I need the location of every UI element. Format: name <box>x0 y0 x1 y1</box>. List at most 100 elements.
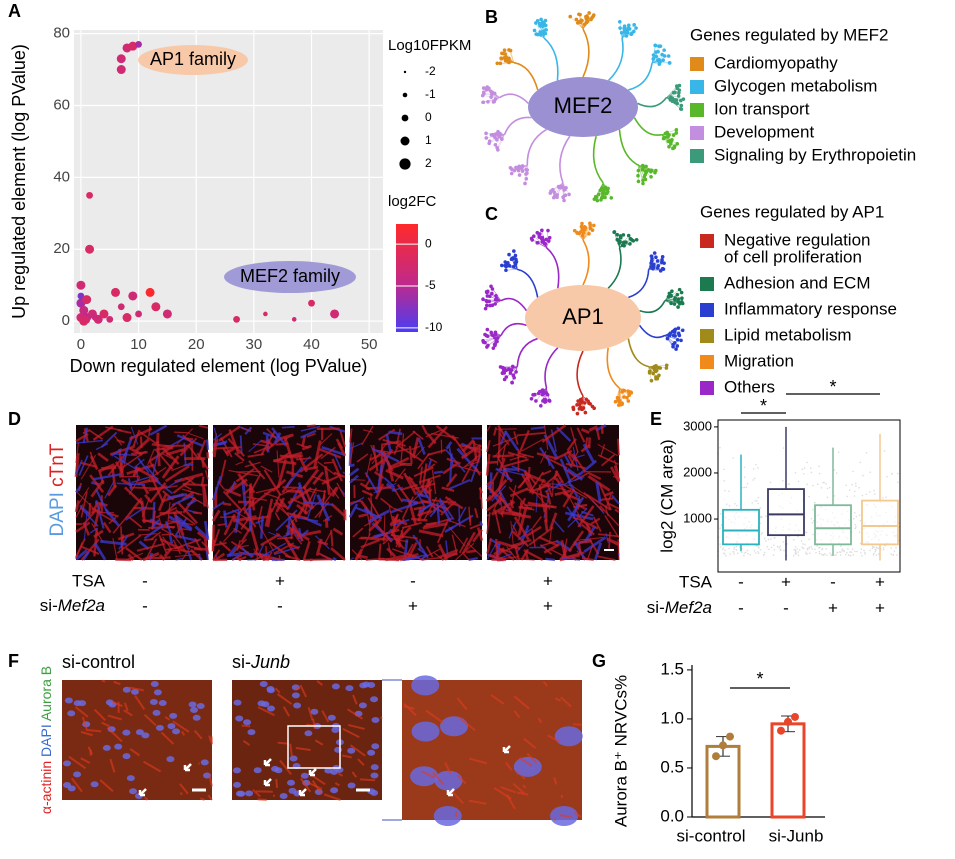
jitter <box>802 543 804 545</box>
legend-swatch <box>690 149 704 163</box>
condition-sign: - <box>738 598 744 617</box>
jitter <box>834 495 836 497</box>
spoke <box>517 269 537 297</box>
jitter <box>767 546 769 548</box>
nucleus <box>65 697 73 703</box>
point <box>330 309 339 318</box>
jitter <box>797 551 799 553</box>
y-tick-label: 0.0 <box>660 806 684 825</box>
jitter <box>733 553 735 555</box>
jitter <box>799 549 801 551</box>
jitter <box>733 548 735 550</box>
jitter <box>810 467 812 469</box>
jitter <box>875 549 877 551</box>
spoke <box>609 38 623 81</box>
spoke <box>500 94 529 103</box>
gene-node <box>679 104 683 108</box>
hub-label: MEF2 <box>554 93 613 118</box>
nucleus <box>304 730 312 736</box>
gene-node <box>484 132 488 136</box>
jitter <box>758 497 760 499</box>
spoke <box>545 348 558 389</box>
gene-node <box>536 19 540 23</box>
nucleus <box>67 710 75 716</box>
box <box>862 501 898 545</box>
stain-dapi: DAPI <box>47 492 68 536</box>
gene-node <box>540 229 544 233</box>
spoke <box>628 269 648 297</box>
gene-node <box>518 173 522 177</box>
jitter <box>736 546 738 548</box>
jitter <box>780 548 782 550</box>
nucleus <box>91 781 99 787</box>
jitter <box>852 548 854 550</box>
condition-label: si-Mef2a <box>40 596 105 615</box>
legend-label: 2 <box>425 156 432 170</box>
gene-node <box>486 294 490 298</box>
annotation: MEF2 family <box>240 266 340 286</box>
fiber <box>579 544 580 553</box>
gene-node <box>677 91 681 95</box>
image-title: si-Junb <box>232 652 290 672</box>
nucleus <box>254 767 262 773</box>
y-tick-label: 1.5 <box>660 659 684 678</box>
gene-node <box>539 18 543 22</box>
nucleus <box>301 773 309 779</box>
jitter <box>854 550 856 552</box>
nucleus <box>412 721 440 741</box>
jitter <box>812 509 814 511</box>
nucleus <box>247 729 255 735</box>
gene-node <box>676 300 680 304</box>
jitter <box>741 551 743 553</box>
colorbar-label: 0 <box>425 236 432 250</box>
nucleus <box>274 767 282 773</box>
point <box>128 291 137 300</box>
box <box>815 505 851 544</box>
jitter <box>840 554 842 556</box>
fiber <box>194 549 208 550</box>
jitter <box>873 490 875 492</box>
jitter <box>737 553 739 555</box>
jitter <box>773 537 775 539</box>
fiber <box>223 504 231 505</box>
point <box>777 727 785 735</box>
jitter <box>745 552 747 554</box>
fiber <box>326 519 327 528</box>
gene-node <box>503 48 507 52</box>
micrograph <box>232 680 382 800</box>
jitter <box>849 551 851 553</box>
jitter <box>827 488 829 490</box>
jitter <box>855 516 857 518</box>
gene-node <box>676 305 680 309</box>
fiber <box>519 507 532 508</box>
fiber <box>388 432 402 434</box>
jitter <box>803 548 805 550</box>
jitter <box>765 515 767 517</box>
jitter <box>757 551 759 553</box>
gene-node <box>507 48 511 52</box>
gene-node <box>629 32 633 36</box>
condition-sign: + <box>828 598 838 617</box>
condition-label: TSA <box>72 571 106 590</box>
gene-node <box>576 21 580 25</box>
jitter <box>851 484 853 486</box>
legend-size <box>404 71 406 73</box>
gene-node <box>541 399 545 403</box>
jitter <box>762 532 764 534</box>
gene-node <box>580 399 584 403</box>
gene-node <box>589 18 593 22</box>
jitter <box>874 493 876 495</box>
gene-node <box>494 143 498 147</box>
jitter <box>808 496 810 498</box>
y-tick-label: 0.5 <box>660 757 684 776</box>
image-title: si-control <box>62 652 135 672</box>
nucleus <box>267 705 275 711</box>
gene-node <box>629 391 633 395</box>
jitter <box>783 447 785 449</box>
gene-node <box>618 20 622 24</box>
jitter <box>724 549 726 551</box>
point <box>151 302 160 311</box>
jitter <box>758 552 760 554</box>
jitter <box>840 545 842 547</box>
gene-node <box>491 287 495 291</box>
